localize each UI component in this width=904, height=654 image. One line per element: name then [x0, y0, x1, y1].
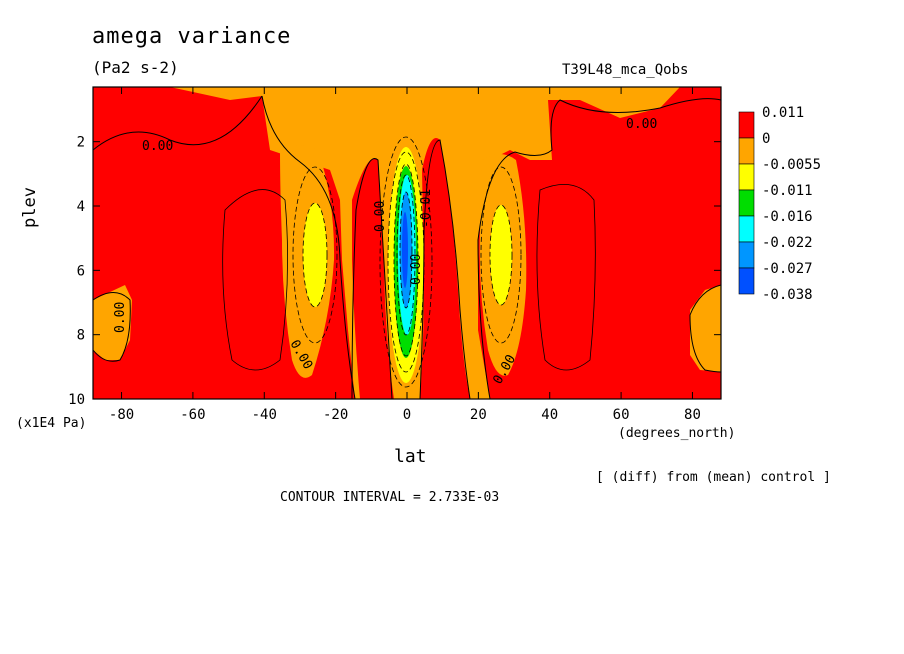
- y-tick-label: 8: [77, 328, 85, 344]
- colorbar-label: -0.0055: [762, 157, 821, 173]
- colorbar-swatch: [738, 241, 755, 269]
- contour-label: 0.00: [142, 139, 173, 154]
- x-tick-label: 0: [403, 407, 411, 423]
- chart-units: (Pa2 s-2): [92, 58, 179, 77]
- y-tick-label: 6: [77, 263, 85, 279]
- x-tick-label: 80: [684, 407, 701, 423]
- field-yellow-right: [490, 205, 512, 305]
- y-tick-label: 4: [77, 199, 85, 215]
- x-axis-units: (degrees_north): [618, 426, 736, 441]
- contour-interval: CONTOUR INTERVAL = 2.733E-03: [280, 490, 500, 505]
- x-axis: -80 -60 -40 -20 0 20 40 60 80: [109, 87, 701, 423]
- colorbar-swatch: [738, 111, 755, 139]
- field-yellow-left: [303, 203, 327, 307]
- field-orange-notch-left: [93, 285, 132, 360]
- field-red-right: [478, 87, 721, 399]
- contour-label: 0.00: [373, 201, 388, 232]
- field-red-center-right: [420, 138, 470, 399]
- colorbar-swatch: [738, 267, 755, 295]
- x-tick-label: -20: [323, 407, 348, 423]
- y-axis: 2 4 6 8 10: [68, 135, 721, 408]
- colorbar-label: 0: [762, 131, 770, 147]
- field-red-center-left: [352, 158, 394, 399]
- x-tick-label: 40: [541, 407, 558, 423]
- x-tick-label: -40: [252, 407, 277, 423]
- plot-fill: [93, 87, 721, 399]
- contour-label: -0.01: [419, 189, 434, 228]
- contour-lines-negative: [292, 136, 522, 388]
- y-axis-units: (x1E4 Pa): [16, 416, 87, 431]
- colorbar-swatch: [738, 215, 755, 243]
- y-tick-label: 10: [68, 392, 85, 408]
- field-orange-notch-right: [690, 285, 721, 372]
- contour-lines: [93, 95, 721, 399]
- contour-label: 0.00: [113, 302, 128, 333]
- y-tick-label: 2: [77, 135, 85, 151]
- colorbar-label: 0.011: [762, 105, 804, 121]
- run-name: T39L48_mca_Qobs: [562, 62, 689, 78]
- colorbar-label: -0.011: [762, 183, 813, 199]
- colorbar-label: -0.016: [762, 209, 813, 225]
- colorbar-label: -0.022: [762, 235, 813, 251]
- colorbar-label: -0.038: [762, 287, 813, 303]
- contour-label: 0.00: [626, 117, 657, 132]
- colorbar-swatch: [738, 163, 755, 191]
- colorbar-swatch: [738, 137, 755, 165]
- x-tick-label: -60: [180, 407, 205, 423]
- chart-title: amega variance: [92, 24, 292, 49]
- x-tick-label: -80: [109, 407, 134, 423]
- colorbar: 0.011 0 -0.0055 -0.011 -0.016 -0.022 -0.027 -0.…: [738, 105, 821, 303]
- x-axis-label: lat: [394, 446, 427, 467]
- colorbar-swatch: [738, 189, 755, 217]
- diff-note: [ (diff) from (mean) control ]: [596, 470, 831, 485]
- contour-label: 0.00: [409, 254, 424, 285]
- colorbar-label: -0.027: [762, 261, 813, 277]
- field-darkblue-center: [402, 212, 408, 288]
- x-tick-label: 20: [470, 407, 487, 423]
- x-tick-label: 60: [613, 407, 630, 423]
